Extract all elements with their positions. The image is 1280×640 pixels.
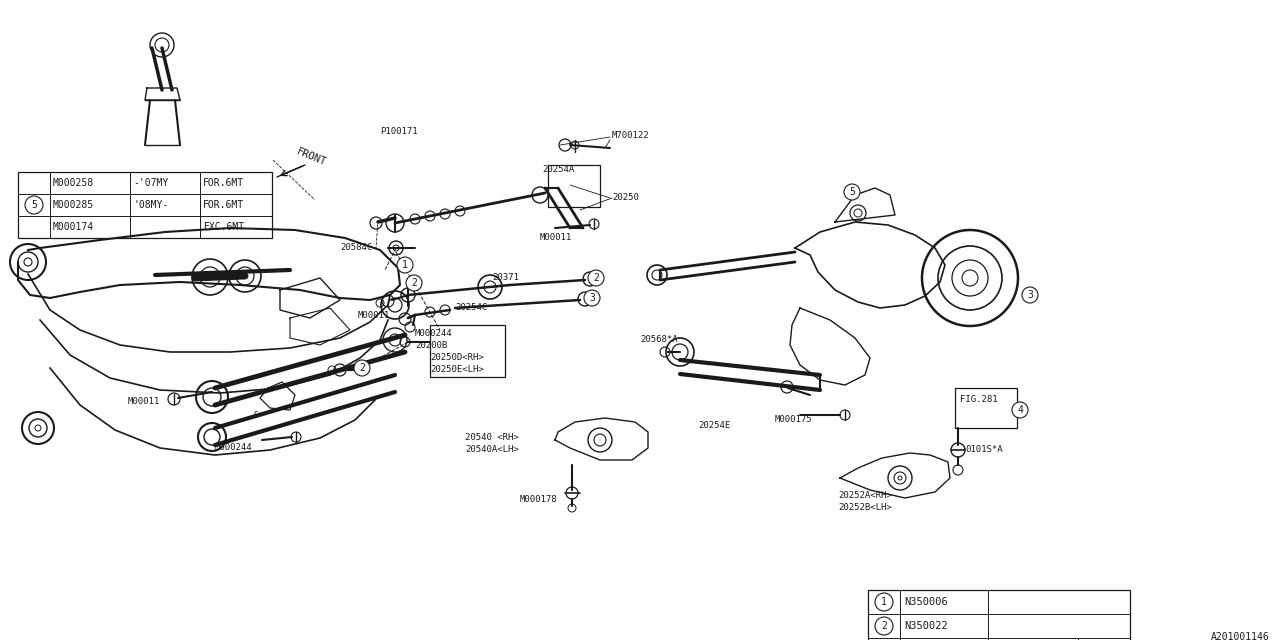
Text: 1: 1 [881,597,887,607]
Text: M00011: M00011 [540,232,572,241]
Text: FRONT: FRONT [294,147,328,168]
Text: 20252A<RH>: 20252A<RH> [838,492,892,500]
Text: 20250: 20250 [612,193,639,202]
Text: M00011: M00011 [128,397,160,406]
Text: N350022: N350022 [904,621,947,631]
Text: 20254A: 20254A [541,166,575,175]
Circle shape [26,196,44,214]
Text: -'07MY: -'07MY [133,178,168,188]
Text: M700122: M700122 [612,131,650,141]
Circle shape [1012,402,1028,418]
Text: M00011: M00011 [357,310,390,319]
Text: M000178: M000178 [520,495,558,504]
Text: M000285: M000285 [52,200,95,210]
Text: 20200B: 20200B [415,340,447,349]
Text: 2: 2 [881,621,887,631]
Text: 20250E<LH>: 20250E<LH> [430,365,484,374]
Text: 5: 5 [31,200,37,210]
Text: 20568*A: 20568*A [640,335,677,344]
Text: N350006: N350006 [904,597,947,607]
Text: M000175: M000175 [774,415,813,424]
Text: 20371: 20371 [492,273,518,282]
Bar [548,165,600,207]
Text: 2: 2 [360,363,365,373]
Circle shape [406,275,422,291]
Text: 20254C: 20254C [454,303,488,312]
Text: 2: 2 [411,278,417,288]
Text: 20254E: 20254E [698,420,731,429]
Circle shape [876,617,893,635]
Text: M000244: M000244 [415,328,453,337]
Text: FIG.281: FIG.281 [960,396,997,404]
Circle shape [355,360,370,376]
Text: 3: 3 [1027,290,1033,300]
Text: 20252B<LH>: 20252B<LH> [838,504,892,513]
Circle shape [844,184,860,200]
Text: M000244: M000244 [215,444,252,452]
Circle shape [1021,287,1038,303]
Text: 20584C: 20584C [340,243,372,253]
Text: M000258: M000258 [52,178,95,188]
Circle shape [584,290,600,306]
Text: 4: 4 [1018,405,1023,415]
Bar [430,325,506,377]
Bar [18,172,273,238]
Text: EXC.6MT: EXC.6MT [204,222,244,232]
Text: 3: 3 [589,293,595,303]
Text: FOR.6MT: FOR.6MT [204,200,244,210]
Bar [955,388,1018,428]
Text: 20250D<RH>: 20250D<RH> [430,353,484,362]
Text: 2: 2 [593,273,599,283]
Text: 20540 <RH>: 20540 <RH> [465,433,518,442]
Text: S: S [253,410,259,419]
Circle shape [876,593,893,611]
Text: 0101S*A: 0101S*A [965,445,1002,454]
Circle shape [588,270,604,286]
Text: '08MY-: '08MY- [133,200,168,210]
Text: 20540A<LH>: 20540A<LH> [465,445,518,454]
Text: 1: 1 [402,260,408,270]
Bar [868,590,1130,640]
Text: FOR.6MT: FOR.6MT [204,178,244,188]
Text: 5: 5 [849,187,855,197]
Circle shape [397,257,413,273]
Text: A201001146: A201001146 [1211,632,1270,640]
Text: P100171: P100171 [380,127,417,136]
Text: M000174: M000174 [52,222,95,232]
